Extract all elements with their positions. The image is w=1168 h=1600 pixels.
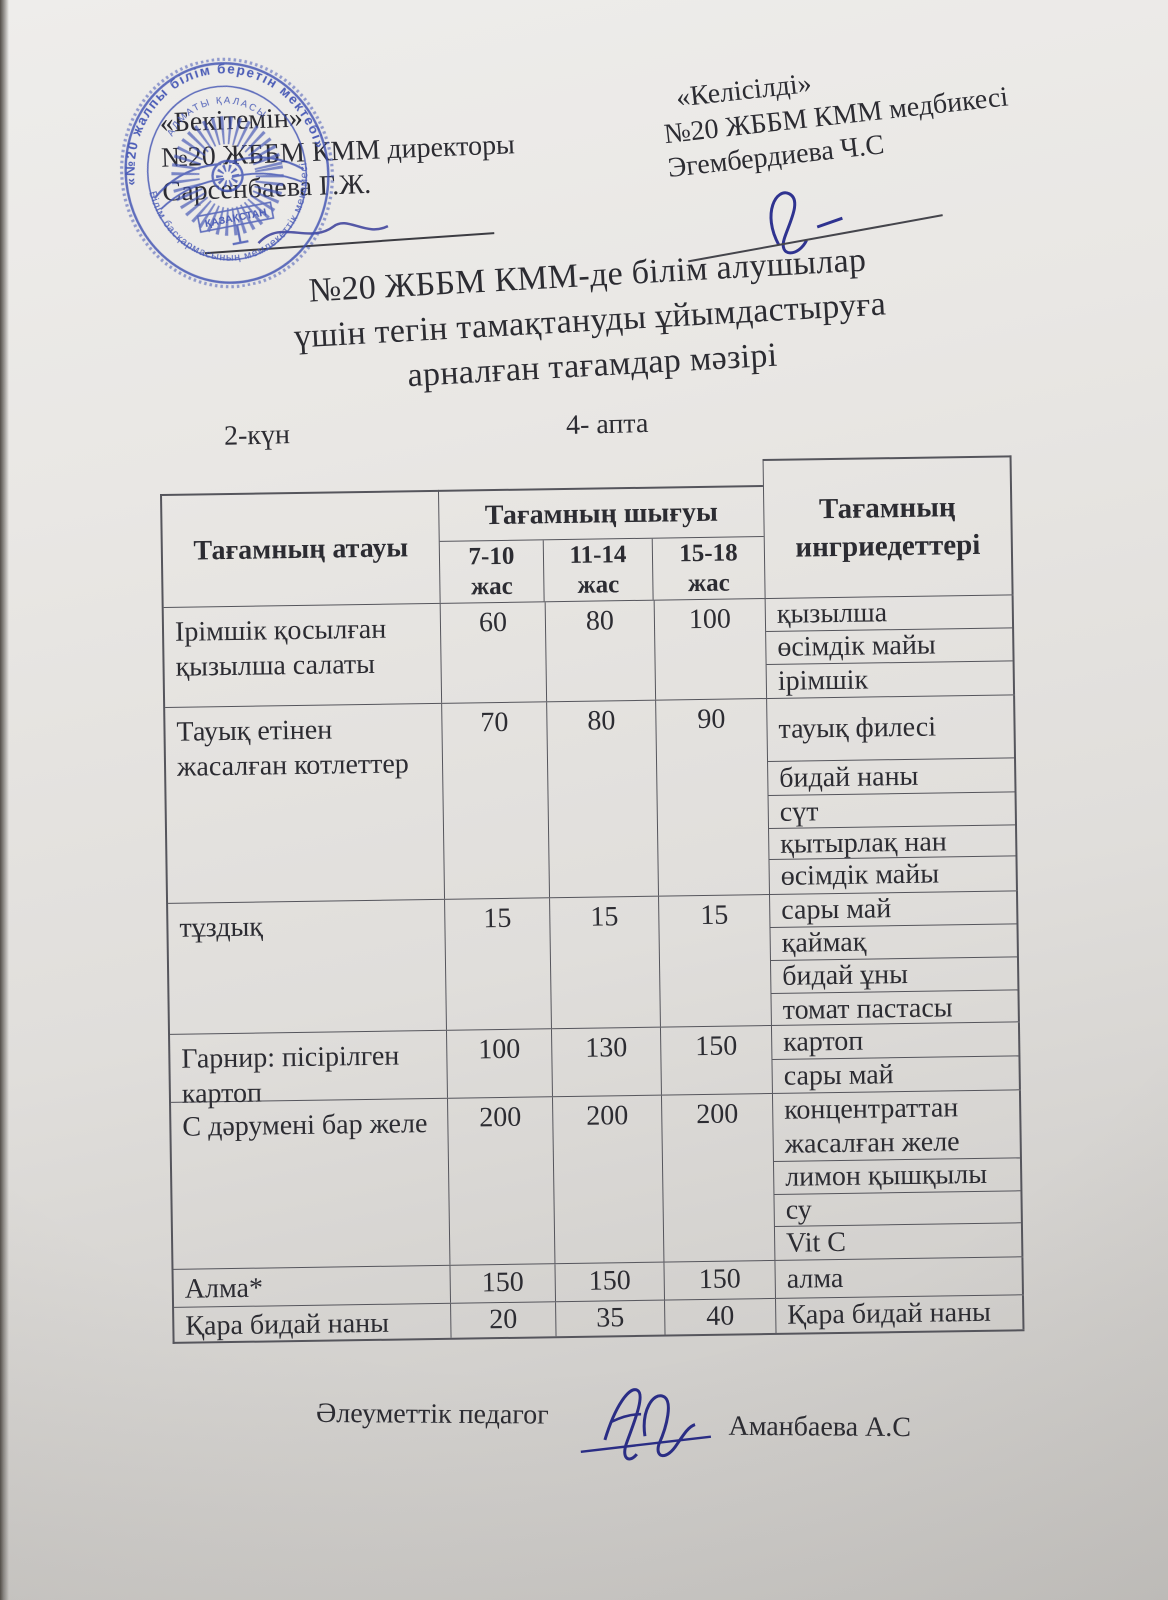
portion-15-18: 15	[658, 895, 771, 1027]
table-header-row: Тағамның атауы Тағамның шығуы 7-10 жас 1…	[161, 455, 1014, 607]
portion-15-18: 150	[663, 1260, 775, 1300]
ingredient: бидай ұны	[770, 957, 1018, 994]
ingredient: Vit C	[785, 1227, 847, 1259]
ingredient: томат пастасы	[782, 992, 953, 1026]
header-output-group: Тағамның шығуы 7-10 жас 11-14 жас 15-18 …	[437, 485, 765, 603]
portion-11-14: 35	[555, 1300, 665, 1337]
approval-right-block: «Келісілді» №20 ЖББМ КММ медбикесі Эгемб…	[659, 46, 1024, 275]
ingredient: бидай наны	[768, 758, 1015, 797]
footer-signature-block: Әлеуметтік педагог Аманбаева А.С	[316, 1376, 912, 1476]
menu-table: Тағамның атауы Тағамның шығуы 7-10 жас 1…	[160, 455, 1025, 1344]
header-age-7-10: 7-10 жас	[468, 542, 515, 600]
ingredient: лимон қышқылы	[773, 1158, 1021, 1196]
ingredient: концентраттан жасалған желе	[772, 1090, 1020, 1163]
table-row: Тауық етінен жасалған котлеттер 70 80 90…	[165, 694, 1018, 903]
portion-15-18: 90	[655, 699, 770, 896]
ingredient: Қара бидай наны	[787, 1296, 992, 1331]
nurse-signature	[688, 191, 943, 263]
ingredient: сары май	[770, 891, 1017, 928]
portion-11-14: 15	[549, 896, 660, 1029]
dish-name: тұздық	[179, 911, 264, 944]
ingredient: өсімдік майы	[780, 858, 940, 893]
ingredient: өсімдік майы	[766, 628, 1013, 666]
portion-11-14: 200	[551, 1095, 664, 1264]
footer-person: Аманбаева А.С	[728, 1410, 912, 1444]
ingredient: картоп	[771, 1022, 1019, 1060]
header-output: Тағамның шығуы	[438, 487, 764, 542]
dish-name: Алма*	[184, 1272, 264, 1305]
table-row: Гарнир: пісірілген картоп 100 130 150 ка…	[170, 1021, 1021, 1110]
ingredients-cell: Қара бидай наны	[775, 1295, 1025, 1333]
portion-7-10: 150	[449, 1264, 556, 1303]
pedagog-signature	[580, 1388, 711, 1461]
dish-name: С дәрумені бар желе	[182, 1108, 428, 1143]
ingredient: су	[774, 1191, 1021, 1228]
portion-11-14: 80	[546, 700, 659, 898]
portion-15-18: 40	[664, 1298, 776, 1335]
ingredients-cell: концентраттан жасалған желе лимон қышқыл…	[771, 1090, 1024, 1260]
ingredient: ірімшік	[777, 664, 869, 697]
ingredients-cell: қызылша өсімдік майы ірімшік	[764, 595, 1016, 699]
ingredient: қытырлақ нан	[769, 825, 1016, 861]
portion-11-14: 150	[554, 1262, 665, 1302]
portion-7-10: 200	[447, 1097, 555, 1265]
week-label: 4- апта	[565, 407, 649, 442]
ingredient: қаймақ	[770, 924, 1017, 961]
portion-7-10: 15	[444, 898, 551, 1030]
portion-15-18: 200	[660, 1093, 775, 1262]
portion-7-10: 60	[439, 602, 547, 703]
header-ingredients: Тағамның ингриедеттері	[762, 455, 1014, 599]
header-age-11-14: 11-14 жас	[542, 538, 653, 602]
day-label: 2-күн	[223, 419, 291, 452]
portion-7-10: 70	[441, 702, 550, 899]
ingredient: сүт	[768, 792, 1016, 830]
table-row: тұздық 15 15 15 сары май қаймақ бидай ұн…	[168, 890, 1020, 1034]
ingredient: алма	[786, 1262, 844, 1295]
director-signature	[204, 222, 495, 255]
ingredients-cell: тауық филесі бидай наны сүт қытырлақ нан…	[766, 695, 1018, 895]
portion-15-18: 150	[659, 1025, 772, 1095]
dish-name: Ірімшік қосылған қызылша салаты	[174, 613, 387, 683]
dish-name: Гарнир: пісірілген картоп	[181, 1040, 400, 1110]
ingredients-cell: картоп сары май	[770, 1022, 1021, 1093]
approval-left-block: «Бекітемін» №20 ЖББМ КММ директоры Сарсе…	[159, 93, 519, 261]
portion-11-14: 130	[550, 1027, 661, 1097]
portion-7-10: 20	[450, 1302, 556, 1338]
ingredient: қызылша	[765, 595, 1013, 633]
footer-role: Әлеуметтік педагог	[315, 1397, 549, 1431]
header-dish-name: Тағамның атауы	[161, 489, 440, 607]
photo-edge	[0, 0, 9, 1600]
ingredient: сары май	[783, 1059, 894, 1092]
school-stamp: «№20 жалпы білім беретін мектебі» ★ Білі…	[93, 35, 354, 307]
ingredients-cell: сары май қаймақ бидай ұны томат пастасы	[769, 891, 1020, 1026]
header-age-15-18: 15-18 жас	[651, 537, 765, 600]
header-age-row: 7-10 жас 11-14 жас 15-18 жас	[440, 537, 765, 603]
portion-7-10: 100	[445, 1029, 552, 1098]
dish-name: Тауық етінен жасалған котлеттер	[176, 714, 410, 783]
portion-11-14: 80	[544, 600, 656, 702]
portion-15-18: 100	[653, 599, 767, 700]
dish-name: Қара бидай наны	[185, 1307, 390, 1342]
ingredient: тауық филесі	[767, 695, 1015, 762]
table-row: С дәрумені бар желе 200 200 200 концентр…	[171, 1089, 1024, 1269]
table-row: Ірімшік қосылған қызылша салаты 60 80 10…	[163, 594, 1016, 707]
ingredients-cell: алма	[774, 1257, 1024, 1298]
